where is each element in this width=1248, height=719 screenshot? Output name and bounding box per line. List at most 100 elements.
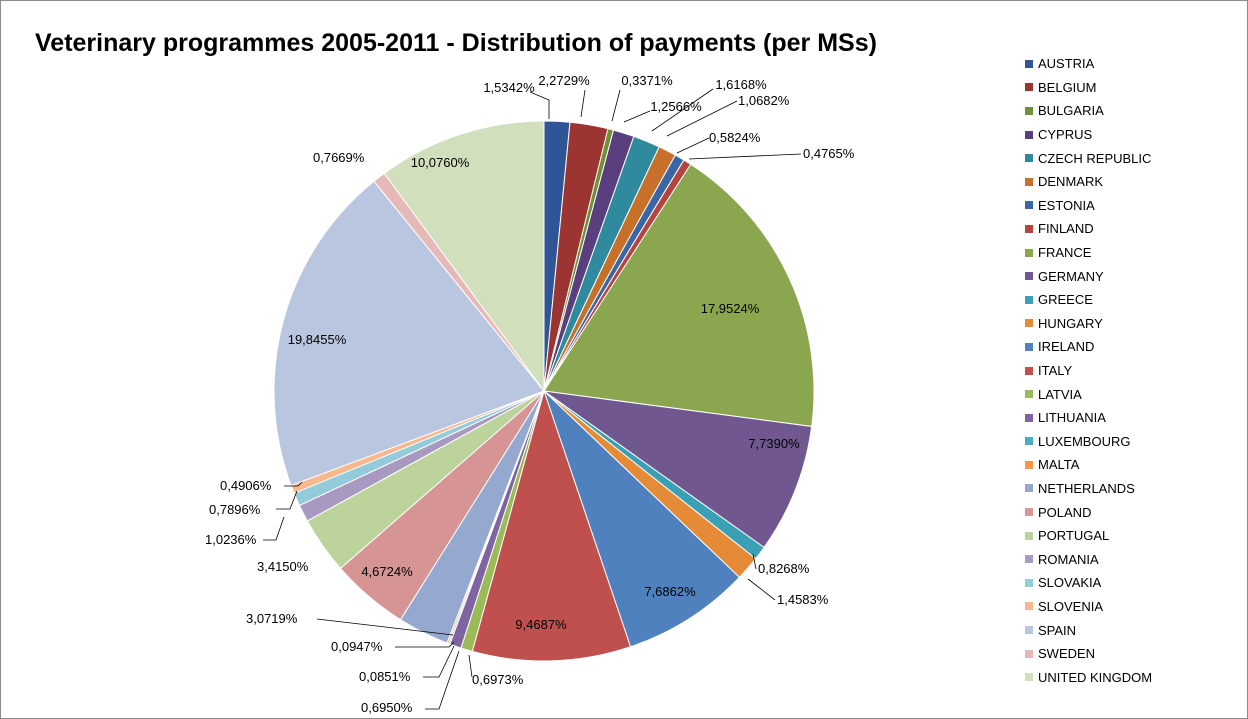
legend-label: FRANCE bbox=[1038, 245, 1092, 261]
data-label: 3,4150% bbox=[257, 559, 309, 574]
data-label: 1,0682% bbox=[738, 93, 790, 108]
legend-label: SWEDEN bbox=[1038, 646, 1096, 662]
leader-line bbox=[425, 650, 460, 710]
data-label: 17,9524% bbox=[701, 301, 760, 316]
legend-item: LITHUANIA bbox=[1025, 406, 1152, 430]
legend-label: MALTA bbox=[1038, 457, 1080, 473]
pie-slice-france bbox=[543, 163, 815, 428]
legend-item: BULGARIA bbox=[1025, 99, 1152, 123]
legend-label: CYPRUS bbox=[1038, 127, 1093, 143]
legend-swatch bbox=[1025, 154, 1033, 163]
legend-label: FINLAND bbox=[1038, 221, 1094, 237]
data-label: 3,0719% bbox=[246, 611, 298, 626]
legend-swatch bbox=[1025, 319, 1033, 328]
legend-swatch bbox=[1025, 201, 1033, 210]
legend-item: GREECE bbox=[1025, 288, 1152, 312]
legend-item: BELGIUM bbox=[1025, 76, 1152, 100]
data-label: 2,2729% bbox=[538, 73, 590, 88]
legend-label: GREECE bbox=[1038, 292, 1093, 308]
data-label: 10,0760% bbox=[411, 155, 470, 170]
legend-label: SLOVENIA bbox=[1038, 598, 1104, 614]
leader-line bbox=[468, 654, 473, 678]
legend-item: IRELAND bbox=[1025, 335, 1152, 359]
pie-slice-ireland bbox=[543, 390, 741, 648]
legend-item: MALTA bbox=[1025, 453, 1152, 477]
data-label: 0,6973% bbox=[472, 672, 524, 687]
legend-swatch bbox=[1025, 437, 1033, 446]
data-label: 0,5824% bbox=[709, 130, 761, 145]
legend-item: POLAND bbox=[1025, 500, 1152, 524]
legend-label: CZECH REPUBLIC bbox=[1038, 150, 1152, 166]
legend-swatch bbox=[1025, 413, 1033, 422]
legend-label: PORTUGAL bbox=[1038, 528, 1110, 544]
leader-line bbox=[276, 490, 298, 510]
data-label: 0,4906% bbox=[220, 478, 272, 493]
legend-swatch bbox=[1025, 484, 1033, 493]
leader-line bbox=[284, 481, 303, 487]
leader-line bbox=[651, 88, 714, 132]
leader-line bbox=[666, 100, 738, 137]
legend-label: SLOVAKIA bbox=[1038, 575, 1102, 591]
legend-label: NETHERLANDS bbox=[1038, 480, 1135, 496]
legend-item: CYPRUS bbox=[1025, 123, 1152, 147]
leader-line bbox=[580, 89, 586, 118]
leader-line bbox=[423, 645, 455, 678]
pie-slice-germany bbox=[543, 390, 813, 549]
legend-item: PORTUGAL bbox=[1025, 524, 1152, 548]
legend-label: AUSTRIA bbox=[1038, 56, 1095, 72]
legend-swatch bbox=[1025, 83, 1033, 92]
data-label: 1,2566% bbox=[650, 99, 702, 114]
data-label: 0,7669% bbox=[313, 150, 365, 165]
legend-label: ESTONIA bbox=[1038, 197, 1095, 213]
data-label: 1,4583% bbox=[777, 592, 829, 607]
legend-swatch bbox=[1025, 649, 1033, 658]
data-label: 0,7896% bbox=[209, 502, 261, 517]
pie-slice-united-kingdom bbox=[383, 120, 545, 393]
data-label: 7,6862% bbox=[644, 584, 696, 599]
data-label: 9,4687% bbox=[515, 617, 567, 632]
data-label: 1,5342% bbox=[483, 80, 535, 95]
leader-line bbox=[623, 110, 651, 123]
legend-label: LUXEMBOURG bbox=[1038, 433, 1131, 449]
legend-label: DENMARK bbox=[1038, 174, 1104, 190]
legend-label: UNITED KINGDOM bbox=[1038, 669, 1153, 685]
data-label: 19,8455% bbox=[288, 332, 347, 347]
legend-item: HUNGARY bbox=[1025, 312, 1152, 336]
legend-swatch bbox=[1025, 224, 1033, 233]
pie-slice-italy bbox=[471, 389, 632, 662]
legend-swatch bbox=[1025, 578, 1033, 587]
data-label: 0,6950% bbox=[361, 700, 413, 715]
legend-swatch bbox=[1025, 626, 1033, 635]
legend-item: ESTONIA bbox=[1025, 194, 1152, 218]
legend-swatch bbox=[1025, 555, 1033, 564]
legend-label: ITALY bbox=[1038, 363, 1073, 379]
legend-swatch bbox=[1025, 508, 1033, 517]
legend-label: LITHUANIA bbox=[1038, 410, 1106, 426]
leader-line bbox=[395, 641, 455, 648]
data-label: 1,0236% bbox=[205, 532, 257, 547]
legend-item: LATVIA bbox=[1025, 382, 1152, 406]
legend-label: GERMANY bbox=[1038, 268, 1104, 284]
legend-swatch bbox=[1025, 602, 1033, 611]
legend-item: GERMANY bbox=[1025, 264, 1152, 288]
legend-swatch bbox=[1025, 177, 1033, 186]
legend-label: POLAND bbox=[1038, 504, 1092, 520]
leader-line bbox=[316, 618, 454, 636]
leader-line bbox=[676, 137, 710, 154]
legend-item: FRANCE bbox=[1025, 241, 1152, 265]
legend-item: SWEDEN bbox=[1025, 642, 1152, 666]
legend-item: ROMANIA bbox=[1025, 547, 1152, 571]
chart-title: Veterinary programmes 2005-2011 - Distri… bbox=[35, 29, 877, 57]
legend-swatch bbox=[1025, 390, 1033, 399]
legend-swatch bbox=[1025, 673, 1033, 682]
legend-item: ITALY bbox=[1025, 359, 1152, 383]
legend: AUSTRIA BELGIUM BULGARIA CYPRUS CZECH REPUBL… bbox=[1025, 52, 1152, 689]
leader-line bbox=[752, 553, 757, 570]
data-label: 0,0947% bbox=[331, 639, 383, 654]
legend-swatch bbox=[1025, 342, 1033, 351]
legend-label: ROMANIA bbox=[1038, 551, 1099, 567]
data-label: 0,0851% bbox=[359, 669, 411, 684]
legend-swatch bbox=[1025, 106, 1033, 115]
